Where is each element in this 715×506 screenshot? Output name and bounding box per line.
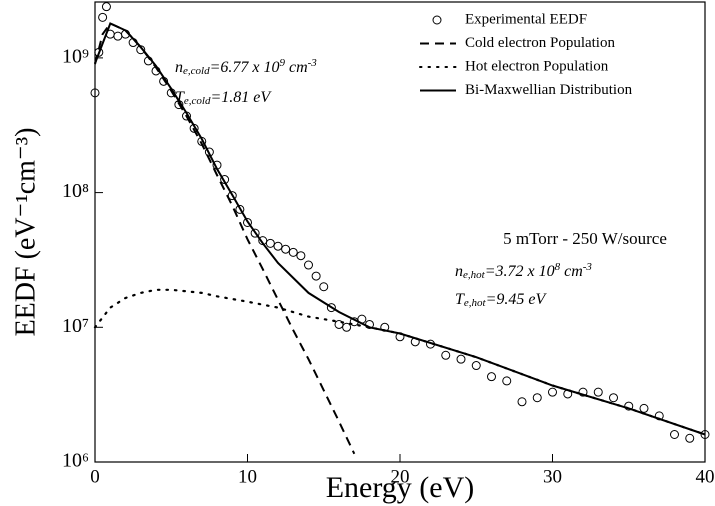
data-point bbox=[101, 2, 111, 12]
x-axis-label: Energy (eV) bbox=[326, 471, 475, 504]
data-point bbox=[685, 433, 695, 443]
data-point bbox=[502, 376, 512, 386]
data-point bbox=[265, 238, 275, 248]
data-point bbox=[243, 217, 252, 227]
y-tick-label: 10⁷ bbox=[62, 315, 89, 337]
annotation-part: T bbox=[455, 291, 465, 308]
data-point bbox=[471, 361, 481, 371]
data-point bbox=[578, 387, 588, 397]
annotation-part: =1.81 eV bbox=[210, 89, 272, 106]
y-tick-label: 10⁹ bbox=[62, 45, 89, 67]
data-point bbox=[456, 354, 466, 364]
annotation: ne,cold=6.77 x 109 cm-3 bbox=[175, 57, 317, 77]
annotation-part: -3 bbox=[583, 261, 593, 273]
legend-label: Cold electron Population bbox=[465, 35, 615, 51]
y-tick-label: 10⁸ bbox=[62, 180, 89, 202]
data-point bbox=[593, 387, 603, 397]
x-tick-label: 10 bbox=[238, 466, 257, 487]
annotation-part: 8 bbox=[555, 261, 561, 273]
data-point bbox=[235, 204, 245, 214]
annotation-part: e,cold bbox=[184, 95, 211, 107]
annotation-part: cm bbox=[285, 59, 308, 76]
data-point bbox=[304, 260, 313, 270]
data-point bbox=[639, 403, 649, 413]
legend-label: Bi-Maxwellian Distribution bbox=[465, 82, 633, 98]
data-point bbox=[342, 322, 352, 332]
annotation-part: -3 bbox=[308, 57, 318, 69]
legend-marker bbox=[432, 15, 442, 25]
legend-label: Experimental EEDF bbox=[465, 11, 587, 27]
data-point bbox=[609, 393, 618, 403]
annotation-part: =3.72 x 10 bbox=[485, 263, 555, 280]
annotation-part: 9 bbox=[279, 57, 285, 69]
annotation-part: n bbox=[455, 263, 463, 280]
data-point bbox=[319, 282, 329, 292]
data-point bbox=[250, 228, 260, 238]
annotation-part: =9.45 eV bbox=[486, 291, 548, 308]
x-tick-label: 0 bbox=[90, 466, 100, 487]
series-line bbox=[94, 22, 706, 436]
data-point bbox=[273, 241, 283, 251]
annotation-part: n bbox=[175, 59, 183, 76]
data-point bbox=[334, 319, 344, 329]
data-point bbox=[281, 244, 291, 254]
annotation: Te,hot=9.45 eV bbox=[455, 291, 548, 309]
annotation-part: e,cold bbox=[183, 65, 210, 77]
condition-note: 5 mTorr - 250 W/source bbox=[503, 229, 667, 248]
x-tick-label: 30 bbox=[543, 466, 562, 487]
annotation-part: T bbox=[175, 89, 185, 106]
y-axis-label: EEDF (eV⁻¹cm⁻³) bbox=[10, 128, 41, 337]
data-point bbox=[296, 251, 306, 261]
y-tick-label: 10⁶ bbox=[62, 450, 89, 472]
data-point bbox=[517, 397, 527, 407]
data-point bbox=[441, 350, 451, 360]
data-point bbox=[90, 88, 100, 98]
data-point bbox=[288, 247, 298, 257]
data-point bbox=[98, 12, 108, 22]
legend-label: Hot electron Population bbox=[465, 58, 609, 74]
data-point bbox=[487, 372, 496, 382]
annotation-part: e,hot bbox=[464, 297, 487, 309]
x-tick-label: 20 bbox=[391, 466, 410, 487]
data-point bbox=[548, 387, 557, 397]
annotation: Te,cold=1.81 eV bbox=[175, 89, 272, 107]
annotation-part: e,hot bbox=[463, 269, 486, 281]
x-tick-label: 40 bbox=[696, 466, 715, 487]
data-point bbox=[113, 31, 123, 41]
series-line bbox=[93, 288, 707, 436]
annotation-part: =6.77 x 10 bbox=[210, 59, 280, 76]
annotation: ne,hot=3.72 x 108 cm-3 bbox=[455, 261, 592, 281]
data-point bbox=[670, 430, 679, 440]
data-point bbox=[326, 303, 336, 313]
data-point bbox=[700, 430, 710, 440]
annotation-part: cm bbox=[560, 263, 583, 280]
data-point bbox=[311, 271, 321, 281]
data-point bbox=[532, 393, 542, 403]
data-point bbox=[624, 401, 634, 411]
